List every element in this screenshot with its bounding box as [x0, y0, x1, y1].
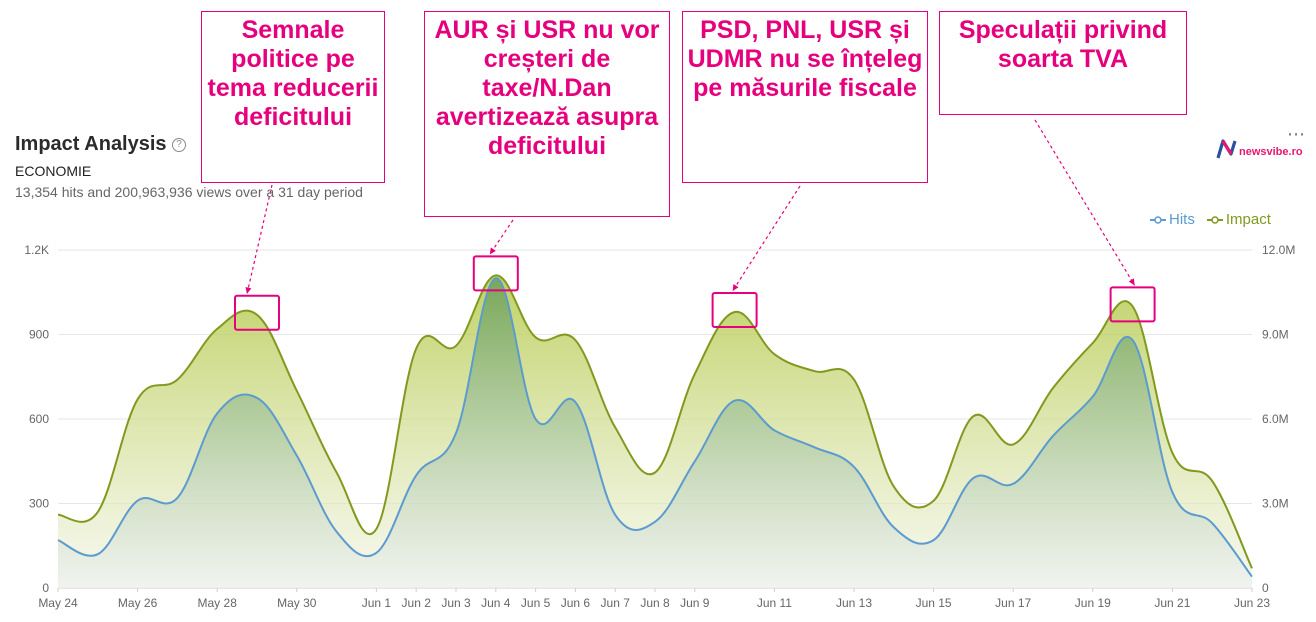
connector-line — [1034, 119, 1136, 286]
page-title: Impact Analysis — [15, 133, 167, 155]
highlight-box — [472, 255, 519, 292]
connector-arrowhead — [245, 286, 252, 294]
x-tick-label: May 30 — [277, 596, 317, 610]
x-tick-label: Jun 19 — [1075, 596, 1111, 610]
x-tick-label: Jun 3 — [441, 596, 471, 610]
impact-line — [57, 274, 1253, 569]
help-icon[interactable]: ? — [172, 138, 186, 152]
x-tick-label: Jun 5 — [521, 596, 551, 610]
more-icon[interactable]: ⋯ — [1287, 124, 1306, 144]
highlight-box — [234, 294, 280, 331]
chart-legend: Hits Impact — [1150, 211, 1271, 228]
y-right-tick-label: 9.0M — [1262, 328, 1289, 342]
x-tick-label: Jun 1 — [362, 596, 392, 610]
connector-line — [246, 184, 273, 294]
x-tick-label: Jun 11 — [757, 596, 792, 610]
y-left-tick-label: 600 — [29, 412, 49, 426]
x-tick-label: Jun 9 — [680, 596, 710, 610]
y-left-tick-label: 1.2K — [24, 243, 49, 257]
x-tick-label: Jun 7 — [601, 596, 631, 610]
y-right-tick-label: 6.0M — [1262, 412, 1289, 426]
x-tick-label: Jun 21 — [1154, 596, 1190, 610]
topic-subtitle: ECONOMIE — [15, 163, 92, 179]
legend-hits-label: Hits — [1169, 211, 1195, 228]
highlight-box — [711, 291, 758, 328]
hits-line — [57, 277, 1253, 578]
x-tick-label: Jun 8 — [640, 596, 670, 610]
y-right-tick-label: 12.0M — [1262, 243, 1295, 257]
y-left-tick-label: 900 — [29, 328, 49, 342]
chart-areas — [57, 274, 1253, 588]
annotation-box-3: PSD, PNL, USR și UDMR nu se înțeleg pe m… — [682, 11, 928, 183]
legend-impact-icon — [1206, 215, 1223, 224]
logo-text: newsvibe.ro — [1239, 146, 1303, 158]
connector-arrowhead — [1128, 278, 1135, 286]
annotation-box-2: AUR și USR nu vor creșteri de taxe/N.Dan… — [424, 11, 670, 217]
x-tick-label: May 26 — [118, 596, 158, 610]
connector-line — [732, 185, 801, 292]
newsvibe-logo-icon — [1216, 139, 1237, 159]
annotation-box-1: Semnale politice pe tema reducerii defic… — [201, 11, 385, 183]
y-left-tick-label: 0 — [42, 581, 49, 595]
annotation-box-4: Speculații privind soarta TVA — [939, 11, 1187, 115]
newsvibe-logo: newsvibe.ro — [1216, 138, 1303, 160]
connector-arrowhead — [489, 247, 496, 255]
legend-item-impact[interactable]: Impact — [1206, 211, 1271, 228]
annotation-connectors — [234, 119, 1156, 331]
x-tick-label: Jun 4 — [481, 596, 511, 610]
x-tick-label: Jun 15 — [916, 596, 952, 610]
y-right-tick-label: 0 — [1262, 581, 1269, 595]
chart-axes: 0 0 300 3.0M 600 6.0M 900 9.0M 1.2K 12.0M May 24 Ma… — [24, 243, 1295, 610]
x-tick-label: Jun 23 — [1234, 596, 1270, 610]
summary-text: 13,354 hits and 200,963,936 views over a… — [15, 184, 363, 200]
legend-hits-icon — [1150, 215, 1166, 224]
connector-line — [489, 219, 514, 255]
x-tick-label: Jun 2 — [402, 596, 432, 610]
connector-arrowhead — [732, 284, 739, 291]
x-tick-label: Jun 6 — [561, 596, 591, 610]
highlight-box — [1109, 286, 1156, 323]
x-tick-label: Jun 17 — [995, 596, 1031, 610]
y-right-tick-label: 3.0M — [1262, 497, 1289, 511]
legend-impact-label: Impact — [1225, 211, 1271, 228]
x-tick-label: May 28 — [198, 596, 238, 610]
x-tick-label: Jun 13 — [836, 596, 872, 610]
x-tick-label: May 24 — [38, 596, 78, 610]
legend-item-hits[interactable]: Hits — [1150, 211, 1195, 228]
y-left-tick-label: 300 — [29, 497, 49, 511]
